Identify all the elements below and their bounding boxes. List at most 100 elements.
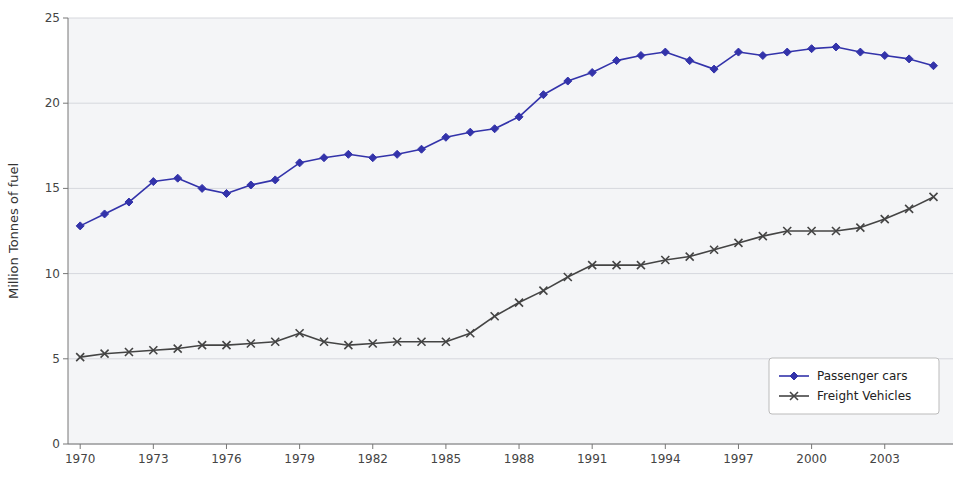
point: [515, 299, 523, 307]
point: [686, 57, 694, 65]
point: [613, 261, 621, 269]
y-tick-label: 5: [52, 352, 60, 366]
x-tick: [738, 444, 739, 449]
legend-label: Freight Vehicles: [817, 389, 911, 403]
point: [76, 353, 84, 361]
y-tick-label: 25: [45, 11, 60, 25]
x-tick-label: 1991: [577, 452, 608, 466]
x-tick: [445, 444, 446, 449]
y-axis-label: Million Tonnes of fuel: [6, 163, 21, 299]
point: [783, 48, 791, 56]
point: [222, 190, 230, 198]
point: [613, 57, 621, 65]
point: [588, 261, 596, 269]
x-tick-label: 1988: [504, 452, 535, 466]
point: [808, 45, 816, 53]
point: [369, 154, 377, 162]
point: [905, 55, 913, 63]
x-tick-label: 1976: [211, 452, 242, 466]
series: [76, 193, 937, 361]
point: [881, 51, 889, 59]
point: [149, 178, 157, 186]
series-line: [80, 47, 933, 226]
grid: [68, 18, 953, 444]
y-axis-line: [68, 18, 69, 444]
point: [734, 48, 742, 56]
point: [101, 210, 109, 218]
point: [125, 198, 133, 206]
point: [198, 341, 206, 349]
x-tick-label: 1970: [65, 452, 96, 466]
x-tick-label: 1973: [138, 452, 169, 466]
point: [491, 312, 499, 320]
x-tick-label: 1994: [650, 452, 681, 466]
point: [466, 329, 474, 337]
point: [637, 261, 645, 269]
point: [271, 176, 279, 184]
point: [929, 62, 937, 70]
x-tick: [884, 444, 885, 449]
point: [174, 345, 182, 353]
point: [686, 253, 694, 261]
point: [222, 341, 230, 349]
point: [442, 133, 450, 141]
point: [393, 150, 401, 158]
point: [344, 341, 352, 349]
plot-area: [76, 43, 937, 361]
point: [344, 150, 352, 158]
legend-marker: [790, 392, 798, 400]
grid-line: [68, 444, 953, 445]
point: [149, 346, 157, 354]
chart: 0510152025197019731976197919821985198819…: [0, 0, 975, 484]
x-axis-line: [68, 444, 953, 445]
y-tick: [63, 273, 68, 274]
point: [393, 338, 401, 346]
point: [564, 273, 572, 281]
point: [734, 239, 742, 247]
x-tick-label: 2003: [869, 452, 900, 466]
y-tick: [63, 358, 68, 359]
point: [808, 227, 816, 235]
point: [856, 48, 864, 56]
point: [491, 125, 499, 133]
x-tick-label: 1979: [284, 452, 315, 466]
point: [101, 350, 109, 358]
y-tick-label: 15: [45, 181, 60, 195]
x-tick: [299, 444, 300, 449]
point: [637, 51, 645, 59]
x-tick: [153, 444, 154, 449]
grid-line: [68, 273, 953, 274]
point: [515, 113, 523, 121]
point: [856, 224, 864, 232]
point: [832, 227, 840, 235]
point: [929, 193, 937, 201]
point: [905, 205, 913, 213]
point: [369, 339, 377, 347]
point: [442, 338, 450, 346]
y-tick: [63, 444, 68, 445]
point: [539, 287, 547, 295]
point: [710, 246, 718, 254]
point: [539, 91, 547, 99]
plot-background: [68, 18, 953, 444]
point: [759, 232, 767, 240]
point: [783, 227, 791, 235]
grid-line: [68, 103, 953, 104]
point: [588, 69, 596, 77]
point: [466, 128, 474, 136]
point: [76, 222, 84, 230]
point: [710, 65, 718, 73]
y-tick: [63, 18, 68, 19]
x-tick: [519, 444, 520, 449]
axes: 0510152025197019731976197919821985198819…: [45, 11, 953, 466]
y-tick: [63, 103, 68, 104]
legend-label: Passenger cars: [817, 369, 907, 383]
point: [271, 338, 279, 346]
point: [759, 51, 767, 59]
point: [247, 181, 255, 189]
point: [198, 184, 206, 192]
x-tick: [80, 444, 81, 449]
y-tick-label: 20: [45, 96, 60, 110]
point: [320, 154, 328, 162]
x-tick: [811, 444, 812, 449]
